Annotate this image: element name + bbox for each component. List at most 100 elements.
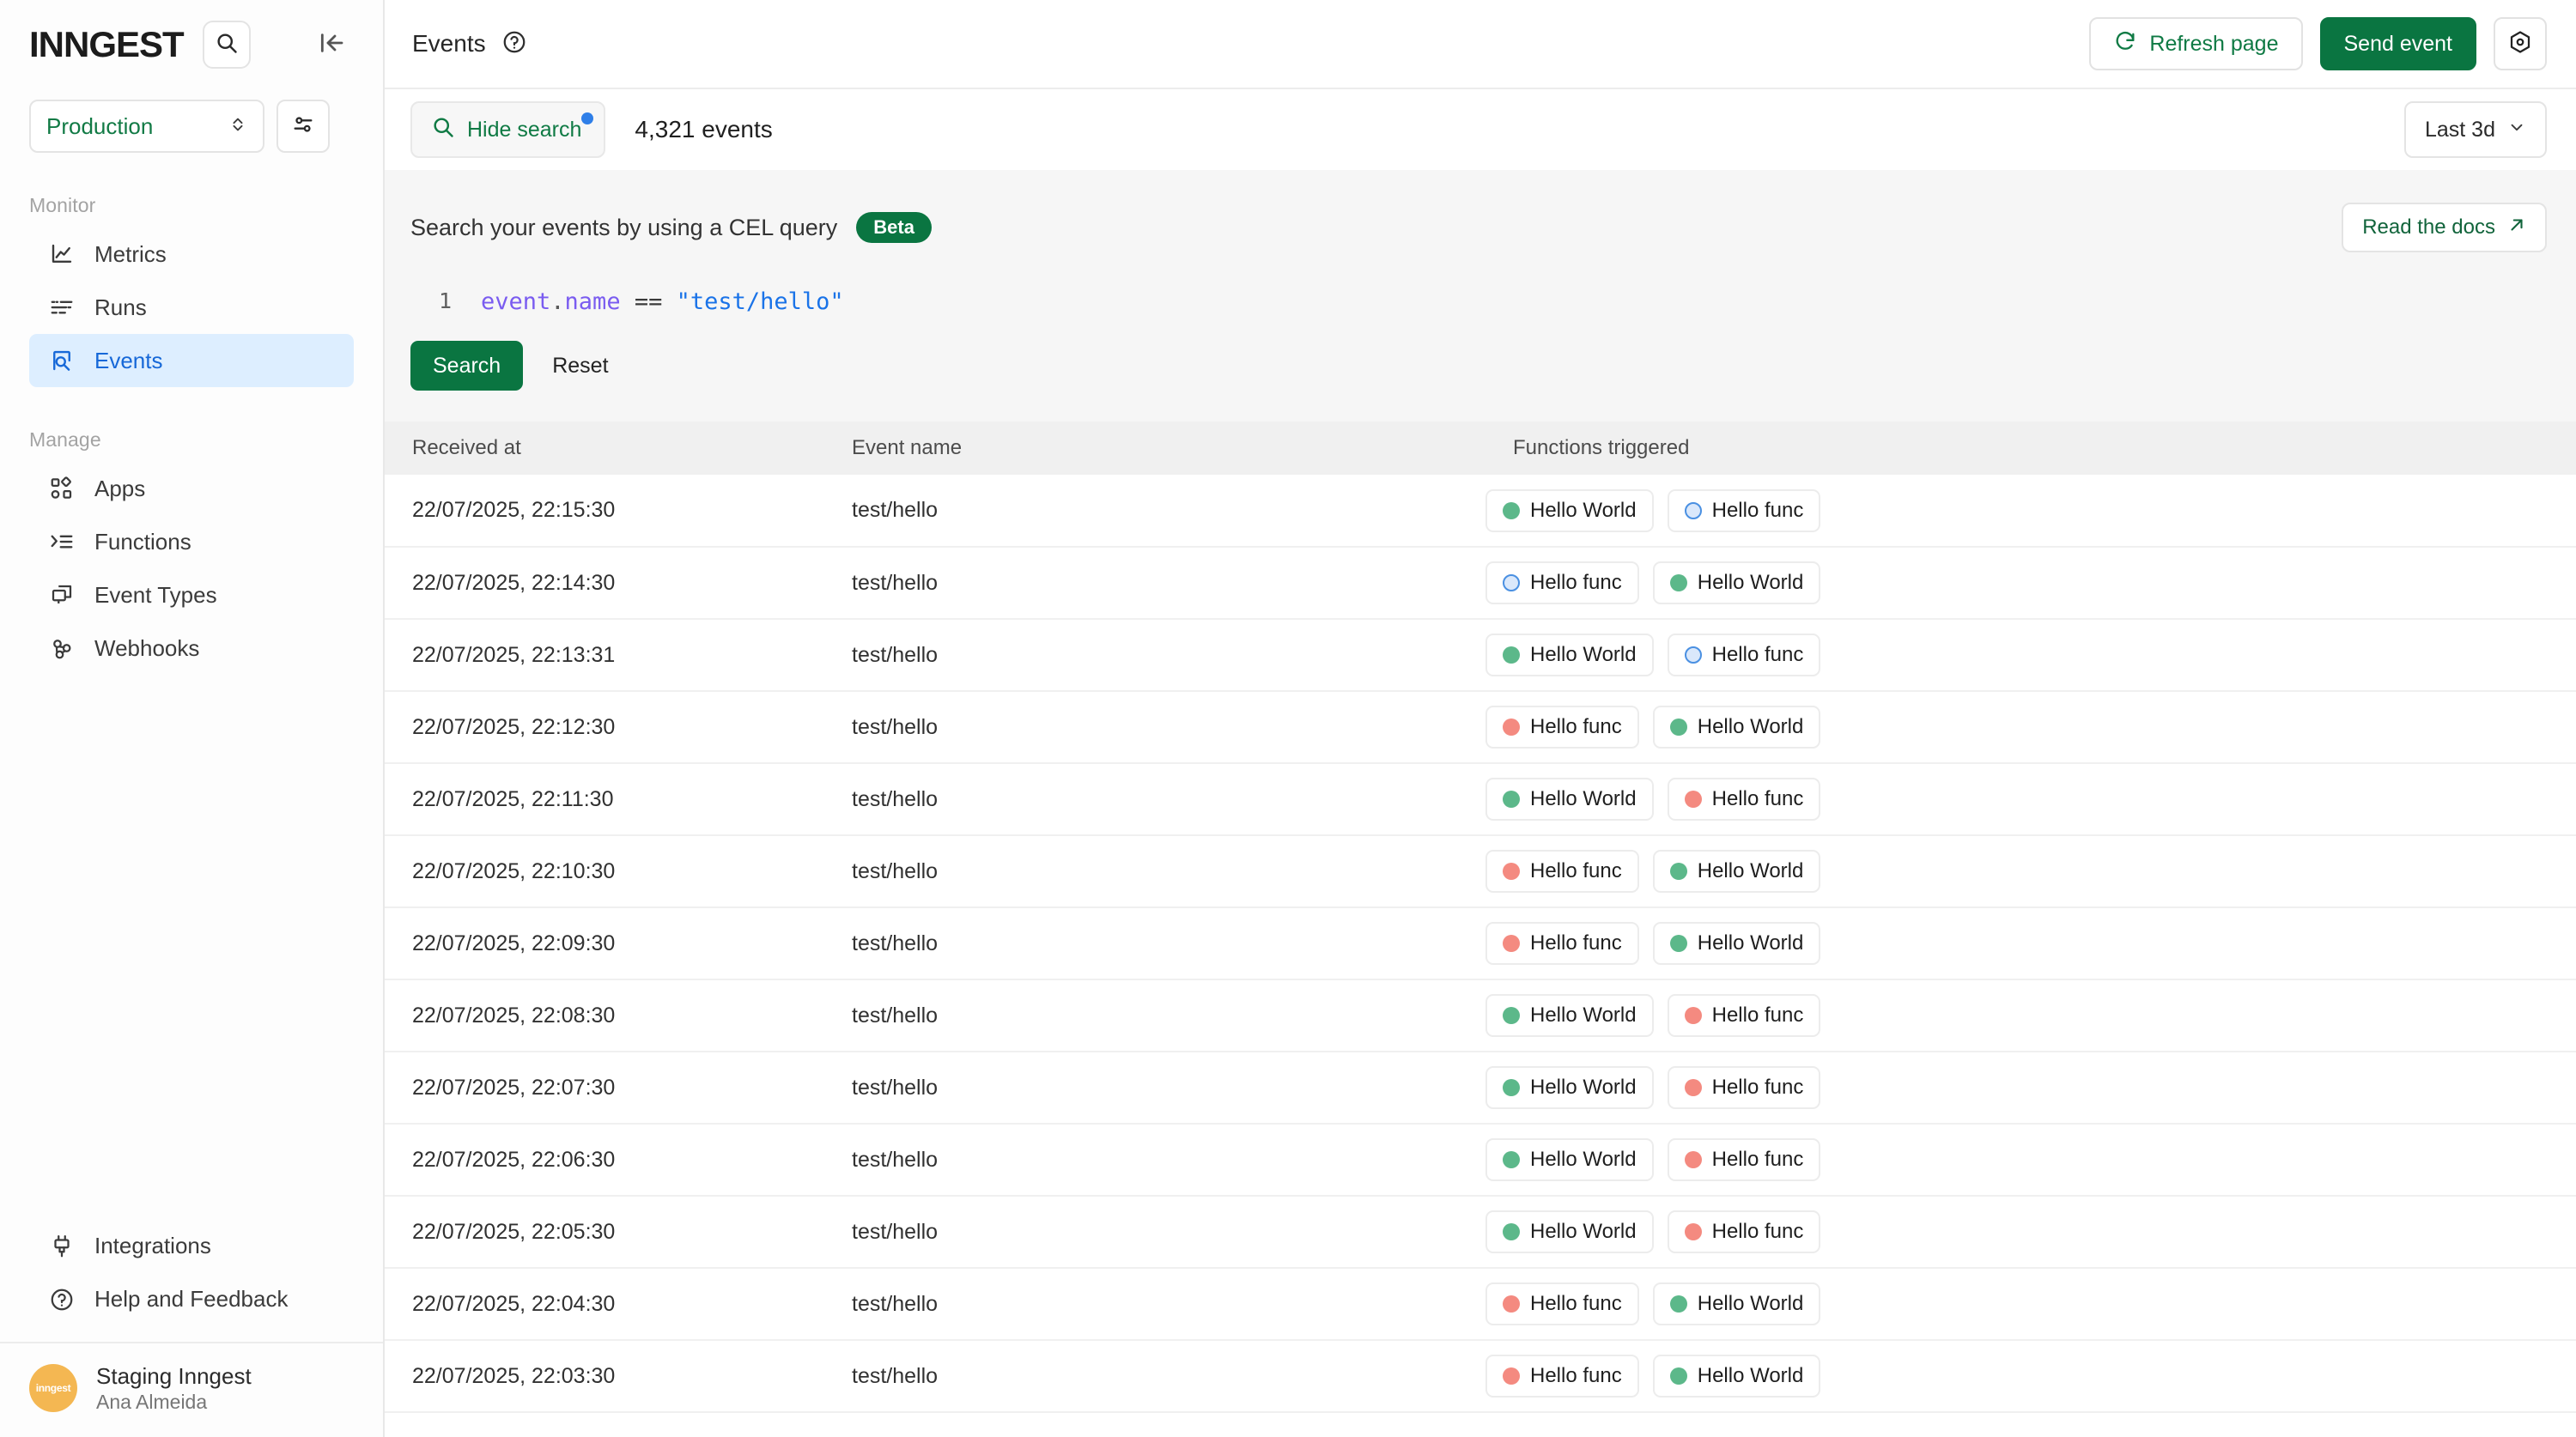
search-button[interactable]: Search [410,341,524,391]
function-badge-label: Hello func [1711,1220,1804,1243]
active-filter-indicator-dot [581,112,594,124]
sidebar-bottom-items: Integrations Help and Feedback [0,1220,383,1342]
sidebar-item-metrics[interactable]: Metrics [29,227,354,281]
table-row[interactable]: 22/07/2025, 22:03:30 test/hello Hello func… [385,1340,2576,1413]
function-badge[interactable]: Hello World [1652,1355,1821,1398]
sidebar-item-webhooks[interactable]: Webhooks [29,621,354,675]
refresh-page-button[interactable]: Refresh page [2089,17,2303,70]
function-badge-list: Hello World Hello func [1485,1066,2576,1109]
sidebar-item-functions[interactable]: Functions [29,515,354,568]
column-header-received-at[interactable]: Received at [385,421,824,475]
gear-icon [2507,29,2533,59]
function-badge[interactable]: Hello func [1667,634,1821,676]
table-row[interactable]: 22/07/2025, 22:12:30 test/hello Hello func… [385,691,2576,764]
table-row[interactable]: 22/07/2025, 22:09:30 test/hello Hello func… [385,907,2576,980]
table-row[interactable]: 22/07/2025, 22:06:30 test/hello Hello Worl… [385,1124,2576,1197]
global-search-button[interactable] [202,21,251,69]
function-badge[interactable]: Hello World [1485,1066,1654,1109]
function-badge[interactable]: Hello func [1485,850,1639,893]
cel-query-editor[interactable]: 1 event.name == "test/hello" [410,288,2547,341]
sidebar-item-event-types[interactable]: Event Types [29,568,354,621]
environment-settings-button[interactable] [276,100,330,153]
function-badge[interactable]: Hello func [1667,1210,1821,1253]
function-badge[interactable]: Hello World [1652,922,1821,965]
sidebar-item-integrations[interactable]: Integrations [29,1220,354,1273]
function-badge[interactable]: Hello World [1652,850,1821,893]
function-badge-list: Hello World Hello func [1485,634,2576,676]
sidebar-item-runs[interactable]: Runs [29,281,354,334]
function-badge-list: Hello func Hello World [1485,922,2576,965]
sidebar-item-label: Functions [94,528,191,555]
events-table-container[interactable]: Received at Event name Functions trigger… [385,421,2576,1437]
function-badge-label: Hello func [1530,931,1622,955]
cell-event-name: test/hello [824,979,1485,1052]
function-badge[interactable]: Hello func [1485,706,1639,749]
user-account-menu[interactable]: inngest Staging Inngest Ana Almeida [0,1343,383,1437]
function-badge[interactable]: Hello World [1652,1282,1821,1325]
function-badge[interactable]: Hello World [1485,778,1654,821]
table-row[interactable]: 22/07/2025, 22:10:30 test/hello Hello func… [385,835,2576,908]
table-row[interactable]: 22/07/2025, 22:11:30 test/hello Hello Worl… [385,763,2576,836]
function-badge[interactable]: Hello func [1667,488,1821,532]
cell-event-name: test/hello [824,475,1485,548]
function-badge[interactable]: Hello World [1485,1138,1654,1181]
editor-line-number: 1 [438,288,452,313]
function-badge[interactable]: Hello func [1485,922,1639,965]
status-dot-icon [1684,501,1702,519]
cel-token-dot: . [550,288,565,315]
question-circle-icon [501,29,527,59]
hide-search-button[interactable]: Hide search [410,101,606,158]
table-row[interactable]: 22/07/2025, 22:07:30 test/hello Hello Worl… [385,1052,2576,1125]
cell-event-name: test/hello [824,1340,1485,1413]
sidebar-item-label: Runs [94,294,147,320]
settings-button[interactable] [2494,17,2547,70]
function-badge[interactable]: Hello World [1652,561,1821,604]
function-badge[interactable]: Hello func [1485,1355,1639,1398]
function-badge[interactable]: Hello func [1667,1066,1821,1109]
read-the-docs-button[interactable]: Read the docs [2342,203,2547,252]
sidebar-item-apps[interactable]: Apps [29,462,354,515]
function-badge[interactable]: Hello World [1485,634,1654,676]
table-row[interactable]: 22/07/2025, 22:15:30 test/hello Hello Worl… [385,475,2576,548]
status-dot-icon [1669,574,1687,591]
function-badge-list: Hello func Hello World [1485,561,2576,604]
chevron-updown-icon [228,115,247,138]
cel-query-text[interactable]: event.name == "test/hello" [481,288,844,315]
function-badge[interactable]: Hello func [1667,1138,1821,1181]
events-toolbar: Hide search 4,321 events Last 3d [385,89,2576,170]
sidebar-item-help-and-feedback[interactable]: Help and Feedback [29,1273,354,1326]
cell-functions-triggered: Hello World Hello func [1485,979,2576,1052]
function-badge-list: Hello World Hello func [1485,994,2576,1037]
column-header-functions-triggered[interactable]: Functions triggered [1485,421,2576,475]
function-badge[interactable]: Hello func [1485,1282,1639,1325]
status-dot-icon [1669,1295,1687,1313]
function-badge[interactable]: Hello func [1485,561,1639,604]
sidebar-item-label: Events [94,347,163,373]
function-badge[interactable]: Hello World [1485,1210,1654,1253]
cell-event-name: test/hello [824,835,1485,908]
cell-functions-triggered: Hello World Hello func [1485,475,2576,548]
table-row[interactable]: 22/07/2025, 22:08:30 test/hello Hello Worl… [385,979,2576,1052]
send-event-button[interactable]: Send event [2319,17,2476,70]
page-help-button[interactable] [501,29,527,59]
status-dot-icon [1684,791,1702,808]
event-types-icon [48,581,76,609]
function-badge[interactable]: Hello World [1652,706,1821,749]
function-badge[interactable]: Hello func [1667,778,1821,821]
column-header-event-name[interactable]: Event name [824,421,1485,475]
status-dot-icon [1503,1151,1520,1168]
function-badge[interactable]: Hello World [1485,994,1654,1037]
function-badge-label: Hello func [1711,643,1804,666]
environment-select[interactable]: Production [29,100,264,153]
table-row[interactable]: 22/07/2025, 22:13:31 test/hello Hello Worl… [385,619,2576,692]
main-content: Events Refresh page [385,0,2576,1437]
time-range-select[interactable]: Last 3d [2403,101,2547,158]
table-row[interactable]: 22/07/2025, 22:04:30 test/hello Hello func… [385,1268,2576,1341]
sidebar-item-events[interactable]: Events [29,334,354,387]
function-badge[interactable]: Hello World [1485,488,1654,532]
reset-button[interactable]: Reset [552,353,609,378]
table-row[interactable]: 22/07/2025, 22:05:30 test/hello Hello Worl… [385,1196,2576,1269]
function-badge[interactable]: Hello func [1667,994,1821,1037]
table-row[interactable]: 22/07/2025, 22:14:30 test/hello Hello func… [385,547,2576,620]
collapse-sidebar-button[interactable] [309,22,354,67]
